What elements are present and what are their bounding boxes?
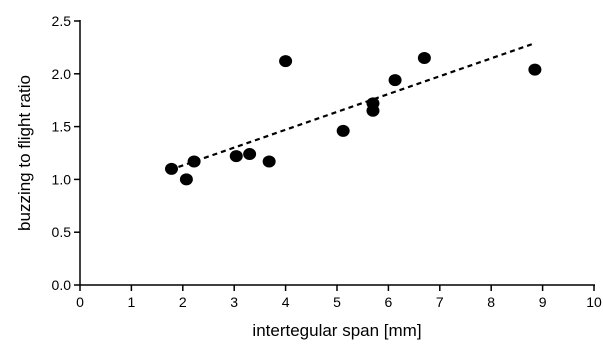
trendline-group [169,42,536,171]
data-point [336,124,350,137]
y-tick-label: 1.5 [52,119,72,135]
x-tick-label: 10 [586,294,602,310]
y-tick-label: 2.0 [52,66,72,82]
x-tick-label: 4 [282,294,290,310]
x-tick-label: 7 [436,294,444,310]
data-point [417,51,431,64]
data-point [279,55,293,68]
x-tick-label: 8 [487,294,495,310]
trendline [169,42,536,171]
data-point [388,74,402,87]
x-axis-label: intertegular span [mm] [252,321,421,340]
data-points [164,51,542,186]
y-axis-label: buzzing to flight ratio [15,75,34,231]
data-point [528,63,542,76]
data-point [243,148,257,161]
data-point [187,155,201,168]
x-tick-label: 1 [128,294,136,310]
data-point [366,104,380,117]
y-tick-label: 2.5 [52,13,72,29]
y-tick-label: 0.0 [52,277,72,293]
x-tick-label: 6 [385,294,393,310]
x-tick-label: 2 [179,294,187,310]
data-point [229,150,243,163]
axes [79,20,595,286]
x-tick-label: 3 [230,294,238,310]
y-tick-label: 0.5 [52,224,72,240]
axis-ticks: 0 1 2 3 4 5 6 7 8 9 10 0.0 0.5 1.0 1.5 2.0 2.5 [52,13,602,310]
x-tick-label: 0 [76,294,84,310]
x-tick-label: 9 [539,294,547,310]
x-tick-label: 5 [333,294,341,310]
data-point [262,155,276,168]
y-tick-label: 1.0 [52,171,72,187]
data-point [164,162,178,175]
data-point [179,173,193,186]
